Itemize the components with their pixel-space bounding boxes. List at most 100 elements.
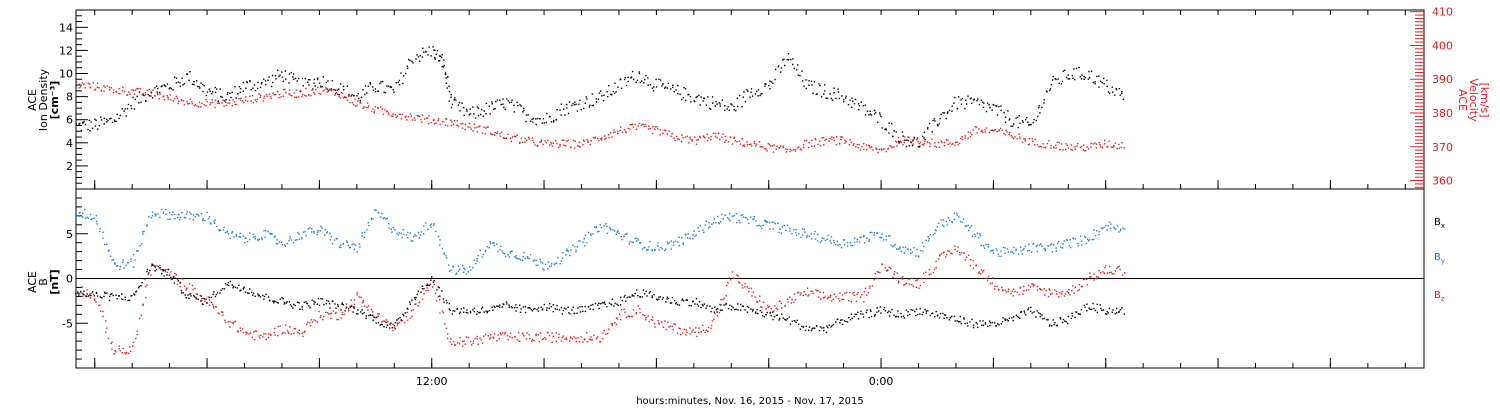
by-series-point: [840, 247, 843, 249]
velocity-series-point: [785, 151, 788, 153]
by-series-point: [640, 242, 642, 244]
velocity-series-point: [659, 129, 661, 131]
bx-series-point: [397, 318, 400, 320]
bx-series-point: [274, 300, 276, 303]
ion-density-series-point: [873, 113, 876, 115]
velocity-series-point: [617, 132, 619, 135]
velocity-series-point: [148, 88, 150, 91]
bz-series-point: [1071, 290, 1073, 292]
ion-density-series-point: [170, 87, 172, 90]
ion-density-series-point: [693, 100, 695, 102]
velocity-series-point: [1112, 146, 1114, 148]
bx-series-point: [352, 311, 354, 313]
by-series-point: [244, 237, 247, 239]
bz-series-point: [158, 267, 160, 270]
velocity-series-point: [869, 145, 871, 147]
velocity-series-point: [476, 126, 478, 129]
by-series-point: [441, 247, 444, 250]
bz-series-point: [239, 327, 241, 329]
bx-series-point: [944, 314, 946, 316]
magnetic-axis-label-line-3: [nT]: [48, 269, 61, 294]
velocity-series-point: [304, 94, 306, 96]
bx-series-point: [997, 323, 999, 325]
ion-density-series-point: [338, 88, 340, 90]
ion-density-series-point: [970, 97, 972, 99]
bz-series-point: [569, 340, 571, 342]
bx-series-point: [404, 312, 406, 314]
velocity-series-point: [556, 142, 558, 145]
bx-series-point: [988, 320, 991, 322]
bx-series-point: [729, 304, 731, 307]
ion-density-series-point: [107, 119, 109, 122]
velocity-series-point: [768, 143, 771, 146]
bx-series-point: [682, 300, 685, 302]
by-series-point: [1043, 247, 1045, 250]
velocity-series-point: [540, 139, 543, 141]
bx-series-point: [483, 311, 485, 313]
velocity-series-point: [594, 136, 596, 138]
bx-series-point: [506, 303, 508, 305]
velocity-series-point: [396, 115, 399, 117]
velocity-series-point: [616, 130, 619, 132]
bz-series-point: [590, 339, 592, 341]
by-series-point: [1094, 235, 1097, 237]
bz-series-point: [387, 320, 389, 323]
bx-series-point: [106, 292, 108, 294]
bz-series-point: [482, 342, 484, 344]
bx-series-point: [741, 305, 744, 307]
bz-series-point: [665, 328, 667, 331]
bx-series-point: [888, 310, 890, 312]
bx-series-point: [1029, 310, 1032, 312]
by-series-point: [171, 213, 173, 216]
ion-density-series-point: [783, 58, 785, 60]
bx-series-point: [1119, 309, 1122, 311]
bz-series-point: [233, 321, 235, 323]
ion-density-series-point: [1062, 70, 1064, 72]
ion-density-series-point: [555, 119, 558, 121]
velocity-series-point: [736, 141, 738, 143]
ion-density-series-point: [274, 75, 277, 77]
velocity-series-point: [79, 86, 82, 88]
by-series-point: [501, 250, 503, 252]
ion-density-series-point: [238, 86, 241, 88]
ion-density-series-point: [619, 78, 622, 80]
bx-series-point: [184, 294, 186, 296]
bx-series-point: [883, 308, 885, 311]
by-series-point: [687, 233, 689, 235]
velocity-series-point: [1021, 141, 1024, 143]
bx-series-point: [853, 315, 855, 318]
bz-series-point: [92, 293, 95, 295]
bx-series-point: [998, 324, 1000, 326]
by-series-point: [893, 245, 895, 247]
ion-density-series-point: [502, 103, 504, 105]
velocity-series-point: [239, 99, 242, 101]
velocity-series-point: [592, 136, 595, 139]
ion-density-series-point: [819, 84, 821, 87]
velocity-series-point: [418, 115, 421, 117]
bz-series-point: [879, 271, 881, 274]
ion-density-series-point: [163, 85, 166, 87]
velocity-series-point: [635, 128, 638, 130]
bz-series-point: [653, 322, 656, 325]
velocity-series-point: [758, 141, 761, 143]
by-series-point: [197, 214, 199, 216]
bz-series-point: [1078, 284, 1080, 286]
bz-series-point: [1103, 272, 1106, 274]
by-series-point: [292, 242, 295, 244]
bx-series-point: [960, 322, 962, 325]
velocity-series-point: [849, 139, 851, 141]
velocity-series-point: [401, 113, 404, 115]
bz-series-point: [282, 331, 284, 334]
velocity-series-point: [430, 121, 432, 124]
bx-series-point: [1030, 306, 1032, 308]
ion-density-series-point: [165, 85, 167, 87]
bx-series-point: [200, 295, 202, 297]
ion-density-series-point: [677, 92, 679, 95]
ion-density-series-point: [792, 63, 794, 66]
bx-series-point: [1046, 319, 1048, 321]
bz-series-point: [697, 331, 700, 334]
ion-density-series-point: [398, 79, 401, 82]
bz-series-point: [1064, 293, 1067, 295]
velocity-series-point: [484, 133, 486, 135]
ion-density-series-point: [759, 94, 761, 97]
